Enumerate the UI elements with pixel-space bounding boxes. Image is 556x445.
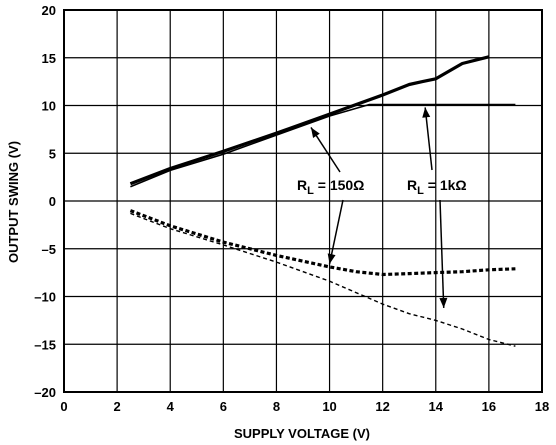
y-tick-label: –15 <box>34 337 56 352</box>
x-tick-label: 6 <box>220 399 227 414</box>
arrow-rl1k-upper <box>424 107 433 171</box>
x-tick-label: 10 <box>322 399 336 414</box>
x-tick-label: 18 <box>535 399 549 414</box>
arrow-rl150-lower-head <box>327 253 336 265</box>
arrow-rl150-upper-head <box>310 127 320 139</box>
annotation-rl-1k: RL = 1kΩ <box>407 177 467 197</box>
y-tick-label: –20 <box>34 385 56 400</box>
data-series <box>129 55 516 347</box>
arrow-rl1k-lower <box>439 199 445 308</box>
x-tick-label: 2 <box>113 399 120 414</box>
arrow-rl1k-lower-head <box>439 297 448 308</box>
y-tick-label: 0 <box>49 194 56 209</box>
series-line-solid-thin <box>130 103 516 188</box>
x-axis-title: SUPPLY VOLTAGE (V) <box>234 426 370 441</box>
annotation-rl-150: RL = 150Ω <box>297 177 364 197</box>
x-tick-label: 16 <box>482 399 496 414</box>
annotation-arrows <box>310 107 448 308</box>
x-tick-label: 14 <box>429 399 444 414</box>
x-tick-label: 12 <box>375 399 389 414</box>
arrow-rl1k-upper-head <box>422 107 431 118</box>
y-axis-title: OUTPUT SWING (V) <box>6 141 21 263</box>
y-tick-label: 5 <box>49 146 56 161</box>
x-tick-label: 4 <box>167 399 175 414</box>
series-line-solid-thick <box>129 55 490 186</box>
y-tick-label: 20 <box>42 3 56 18</box>
tick-labels: 0 2 4 6 8 10 12 14 16 18 –20 –15 –10 –5 0 5 10 15 20 <box>34 3 549 414</box>
plot-frame <box>63 9 543 393</box>
chart-grid <box>63 9 543 393</box>
y-tick-label: –10 <box>34 290 56 305</box>
y-tick-label: 10 <box>42 99 56 114</box>
arrow-rl150-lower <box>328 199 344 265</box>
x-tick-label: 8 <box>273 399 280 414</box>
series-line-dashed-thin <box>130 212 516 347</box>
series-line-dashed-thick <box>129 209 516 277</box>
y-tick-label: 15 <box>42 51 56 66</box>
x-tick-label: 0 <box>60 399 67 414</box>
y-tick-label: –5 <box>42 242 56 257</box>
